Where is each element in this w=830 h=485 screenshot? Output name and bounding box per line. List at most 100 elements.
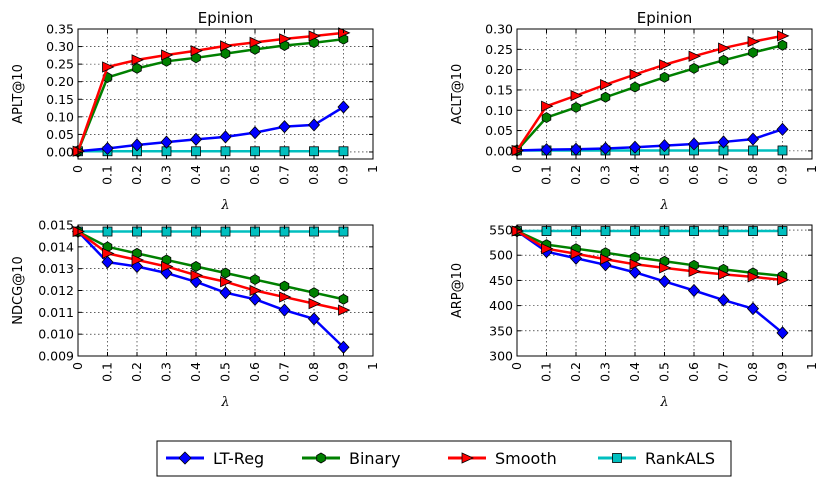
square-marker-icon xyxy=(612,453,622,463)
data-point xyxy=(659,262,672,274)
x-tick-label: 1 xyxy=(365,362,380,370)
y-tick-label: 450 xyxy=(489,273,513,288)
legend-item-binary: Binary xyxy=(302,449,400,468)
data-point xyxy=(599,141,612,156)
x-tick-label: 0.8 xyxy=(306,362,321,382)
data-point xyxy=(689,62,699,74)
x-tick-label: 0 xyxy=(70,165,85,173)
x-tick-label: 0.6 xyxy=(247,362,262,382)
y-tick-label: 0.15 xyxy=(46,92,74,107)
x-tick-label: 0.5 xyxy=(657,165,672,185)
data-point xyxy=(777,145,788,156)
data-point xyxy=(249,36,262,48)
x-tick-label: 0.2 xyxy=(129,362,144,382)
data-point xyxy=(687,137,701,151)
series-smooth xyxy=(511,225,790,286)
data-point xyxy=(279,146,290,157)
x-axis-label: λ xyxy=(659,198,668,213)
series-line xyxy=(516,44,783,152)
x-tick-label: 1 xyxy=(804,165,819,173)
y-tick-label: 0.00 xyxy=(485,143,513,158)
data-point xyxy=(307,312,321,326)
x-tick-label: 0.4 xyxy=(188,165,203,185)
x-tick-label: 0.8 xyxy=(745,362,760,382)
x-tick-label: 0 xyxy=(509,165,524,173)
x-tick-label: 0.7 xyxy=(716,165,731,185)
y-tick-label: 0.05 xyxy=(485,123,513,138)
data-point xyxy=(102,61,115,73)
y-tick-label: 0.011 xyxy=(38,305,74,320)
x-tick-label: 0.7 xyxy=(277,165,292,185)
legend-item-rankals: RankALS xyxy=(598,449,715,468)
series-line xyxy=(77,105,345,153)
x-tick-label: 0.9 xyxy=(336,362,351,382)
data-point xyxy=(191,146,201,157)
data-point xyxy=(777,30,790,42)
data-point xyxy=(718,54,729,66)
data-point xyxy=(600,79,613,91)
data-point xyxy=(278,303,291,317)
y-tick-label: 0.009 xyxy=(38,349,74,364)
x-tick-label: 0.1 xyxy=(100,165,115,185)
data-point xyxy=(279,33,292,45)
y-tick-label: 0.15 xyxy=(485,82,513,97)
y-tick-label: 0.013 xyxy=(38,261,74,276)
data-point xyxy=(220,267,231,279)
data-point xyxy=(776,122,789,136)
series-rankals xyxy=(73,226,349,237)
legend-label: RankALS xyxy=(645,449,715,468)
legend-label: Smooth xyxy=(495,449,557,468)
x-tick-label: 0 xyxy=(509,362,524,370)
y-tick-label: 0.25 xyxy=(485,42,513,57)
data-point xyxy=(748,145,758,156)
data-point xyxy=(630,81,640,93)
data-point xyxy=(191,261,201,272)
y-axis-label: ACLT@10 xyxy=(450,64,465,125)
chart-panel-aclt-at-10: 0 0.1 0.2 0.3 0.4 0.5 0.6 0.7 0.8 0.9 1 0.00 0.05 0.1… xyxy=(450,9,819,213)
x-tick-label: 1 xyxy=(804,362,819,370)
y-tick-label: 0.014 xyxy=(38,239,74,254)
x-tick-label: 0.5 xyxy=(218,165,233,185)
y-tick-label: 0.30 xyxy=(46,39,74,54)
series-line xyxy=(516,229,783,278)
data-point xyxy=(629,258,642,270)
data-point xyxy=(338,293,349,305)
data-point xyxy=(600,91,611,103)
series-line xyxy=(516,128,783,152)
x-tick-label: 0.6 xyxy=(686,165,701,185)
data-point xyxy=(131,254,144,266)
y-tick-label: 400 xyxy=(489,298,513,313)
x-tick-label: 0.7 xyxy=(716,362,731,382)
data-point xyxy=(571,101,581,113)
data-point xyxy=(248,292,262,306)
legend-label: Binary xyxy=(349,449,400,468)
y-tick-label: 0.00 xyxy=(46,144,74,159)
x-tick-label: 0.9 xyxy=(336,165,351,185)
data-point xyxy=(161,49,174,61)
data-point xyxy=(219,130,232,144)
data-point xyxy=(101,255,114,269)
x-tick-label: 0.7 xyxy=(277,362,292,382)
data-point xyxy=(220,48,231,60)
series-lt-reg xyxy=(71,224,350,354)
data-point xyxy=(541,112,552,124)
data-point xyxy=(161,260,174,273)
data-point xyxy=(629,68,642,81)
data-point xyxy=(189,132,203,146)
data-point xyxy=(102,247,115,260)
series-line xyxy=(516,230,784,334)
data-point xyxy=(718,42,731,54)
x-tick-label: 0.4 xyxy=(627,362,642,382)
data-point xyxy=(746,302,760,316)
data-point xyxy=(132,62,142,74)
x-tick-label: 0 xyxy=(70,362,85,370)
y-axis-label: APLT@10 xyxy=(11,64,26,124)
data-point xyxy=(688,265,701,277)
chart-panel-ndcg-at-10: 0 0.1 0.2 0.3 0.4 0.5 0.6 0.7 0.8 0.9 1 0.009 0.010 0… xyxy=(11,218,380,411)
x-tick-label: 0.8 xyxy=(745,165,760,185)
data-point xyxy=(220,146,231,157)
x-tick-label: 0.2 xyxy=(129,165,144,185)
series-lt-reg xyxy=(71,100,350,158)
data-point xyxy=(131,54,144,66)
